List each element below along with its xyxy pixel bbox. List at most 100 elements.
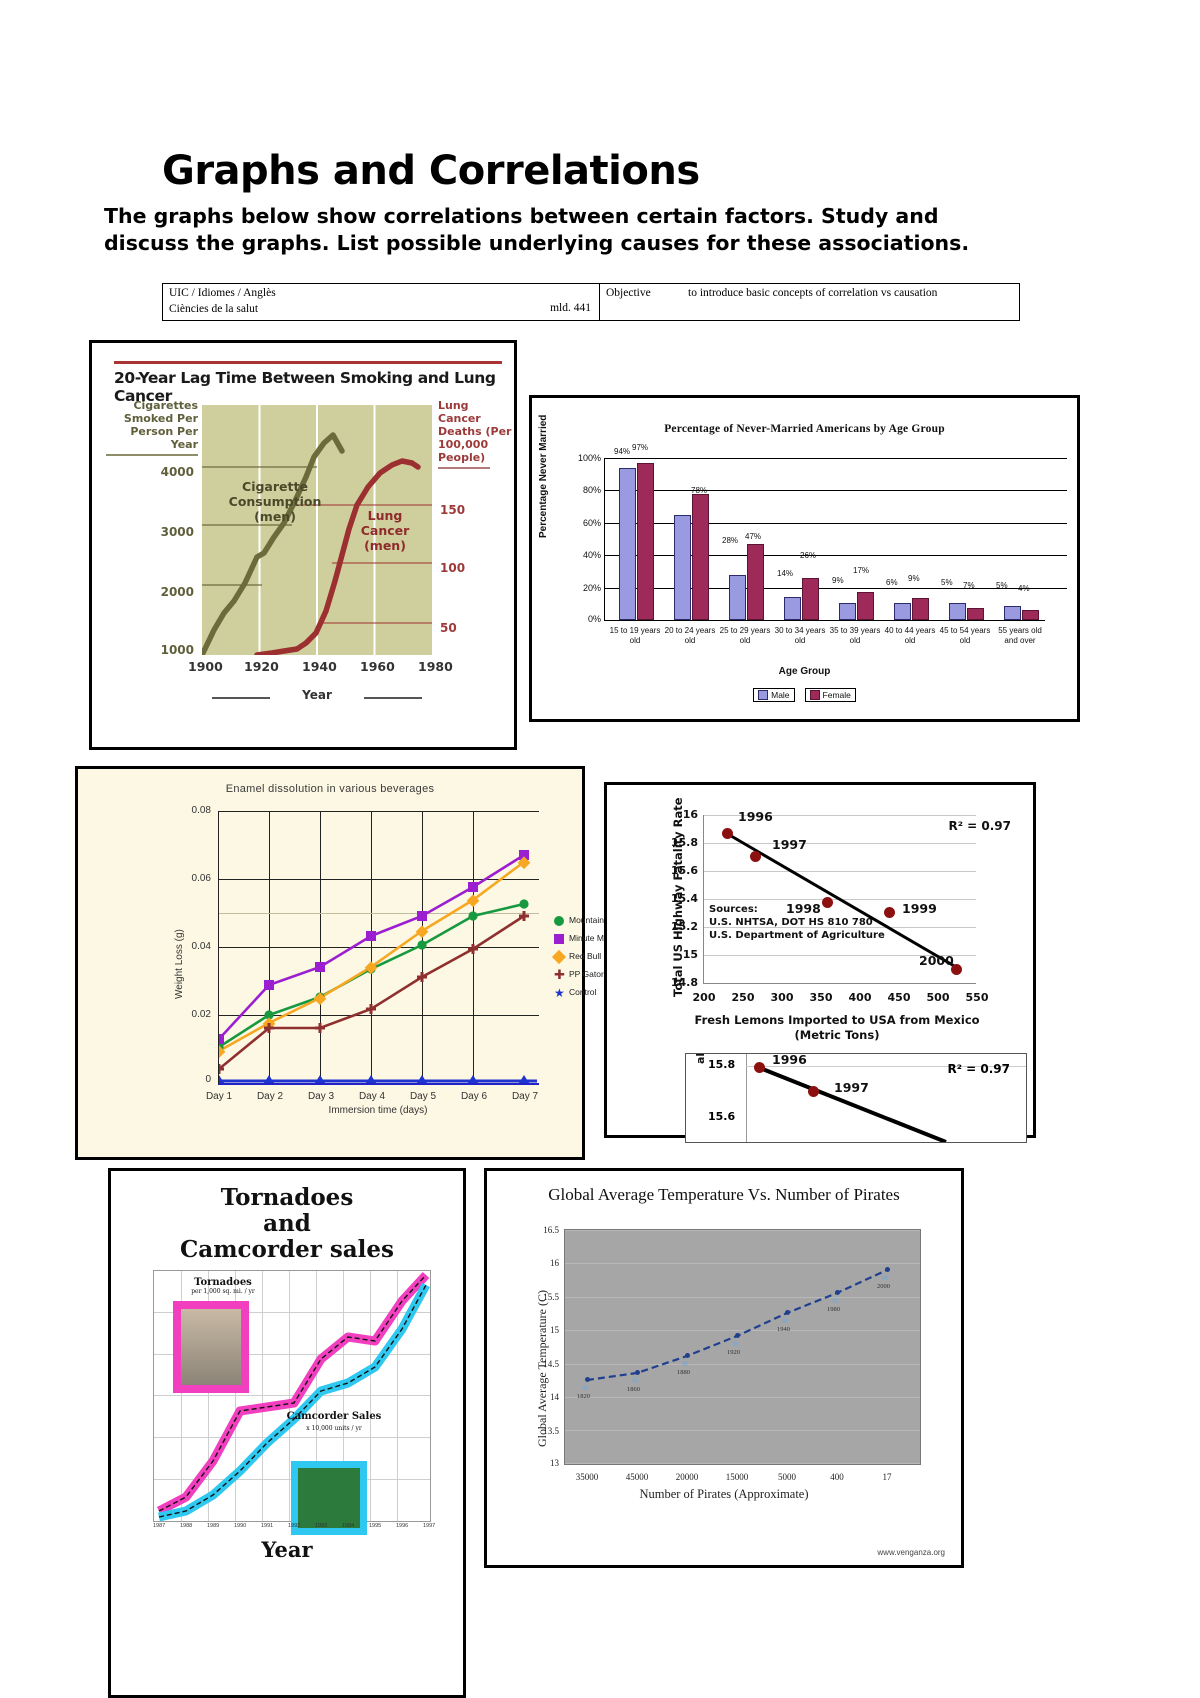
- legend-marker-cross-icon: ✚: [554, 967, 565, 982]
- skull-icon: ☠: [831, 1295, 840, 1305]
- point-label: 2000: [877, 1283, 890, 1290]
- x-axis-title: Immersion time (days): [328, 1105, 428, 1116]
- x-tick: 1991: [261, 1523, 274, 1529]
- source-credit: www.venganza.org: [877, 1548, 945, 1557]
- plot-area: 16.5 16 15.5 15 14.5 14 13.5 13 ☠ ☠ ☠ ☠ …: [543, 1225, 921, 1482]
- y-tick: 80%: [582, 485, 601, 495]
- x-tick: 15 to 19 years old: [609, 626, 661, 645]
- y-axis-title: Weight Loss (g): [174, 929, 185, 999]
- legend-item-female: Female: [804, 688, 856, 702]
- x-tick: 40 to 44 years old: [884, 626, 936, 645]
- meta-code: mld. 441: [550, 302, 591, 314]
- bar-value-male: 94%: [614, 447, 631, 456]
- plot-area: [202, 405, 432, 655]
- skull-icon: ☠: [681, 1358, 690, 1368]
- y-tick: 40%: [582, 550, 601, 560]
- x-tick: 45000: [625, 1472, 649, 1482]
- meta-subject: Ciències de la salut: [169, 303, 259, 315]
- y-axis-title: Percentage Never Married: [538, 414, 549, 538]
- photo-camcorder-man: [291, 1461, 367, 1535]
- y-tick: 15: [682, 948, 698, 961]
- bar-value-male: 5%: [941, 578, 953, 587]
- y-axis-title: Global Average Temperature (C): [535, 1290, 549, 1447]
- chart-lemons-fatality: 16 15.8 15.6 15.4 15.2 15 14.8 1996 1997…: [604, 782, 1036, 1143]
- point-label: 1820: [577, 1393, 590, 1400]
- sources-note: Sources: U.S. NHTSA, DOT HS 810 780 U.S.…: [709, 903, 885, 942]
- x-tick: 1996: [396, 1523, 409, 1529]
- bar-female: [691, 494, 709, 620]
- legend-label: Mountain Dew: [569, 915, 624, 925]
- y-left-tick: 3000: [160, 525, 194, 539]
- data-point-1880: [685, 1353, 690, 1358]
- plot-area: 0.08 0.06 0.04 0.02 0 Da: [192, 805, 539, 1102]
- inset-point-label: 1996: [772, 1053, 807, 1067]
- bar-male: [893, 603, 911, 620]
- chart-title-line1: Tornadoes: [220, 1184, 354, 1211]
- bar-value-male: 9%: [832, 576, 844, 585]
- x-tick: 5000: [778, 1472, 796, 1482]
- x-axis-title: Age Group: [778, 666, 831, 677]
- x-tick: 55 years old and over: [998, 626, 1042, 645]
- legend-item: ★ Control: [554, 986, 674, 1000]
- bar-group: 28% 47%: [722, 458, 769, 620]
- bar-female: [911, 598, 929, 620]
- legend-item: ✚ PP Gatorade: [554, 967, 674, 982]
- x-tick: 200: [692, 991, 716, 1004]
- inset-y-tick: 15.6: [708, 1110, 736, 1123]
- chart-title: Tornadoes and Camcorder sales: [179, 1184, 395, 1263]
- chart-pirates-temperature: Global Average Temperature Vs. Number of…: [484, 1168, 964, 1568]
- legend-marker-star-icon: ★: [554, 986, 565, 1000]
- x-tick: 1960: [360, 659, 395, 674]
- x-tick: 25 to 29 years old: [719, 626, 771, 645]
- y-tick: 15.8: [670, 836, 698, 849]
- point-label: 1996: [738, 809, 773, 824]
- trendline: [725, 831, 957, 969]
- x-tick: 35 to 39 years old: [829, 626, 881, 645]
- y-axis-title: Total US Highway Fatality Rate: [671, 797, 685, 997]
- r-squared-label: R² = 0.97: [948, 819, 1011, 833]
- bar-male: [618, 468, 636, 620]
- bar-female: [746, 544, 764, 620]
- skull-icon: ☠: [781, 1315, 790, 1325]
- sources-line: Sources:: [709, 904, 758, 915]
- inset-data-point-1996: [754, 1062, 765, 1073]
- x-tick: Day 6: [460, 1091, 488, 1102]
- y-tick: 15: [550, 1325, 559, 1335]
- y-tick: 13.5: [543, 1426, 559, 1436]
- y-left-tick: 4000: [160, 465, 194, 479]
- x-tick: 20000: [675, 1472, 699, 1482]
- series-label-units: x 10,000 units / yr: [306, 1425, 362, 1432]
- x-tick: 1989: [207, 1523, 220, 1529]
- y-tick: 0%: [587, 614, 601, 624]
- x-tick: 500: [926, 991, 950, 1004]
- inset-data-point-1997: [808, 1086, 819, 1097]
- x-tick: 1990: [234, 1523, 247, 1529]
- y-tick: 14: [550, 1392, 559, 1402]
- inset-trendline: [759, 1066, 947, 1142]
- bar-value-female: 26%: [800, 551, 817, 560]
- chart-smoking-lung-cancer: 20-Year Lag Time Between Smoking and Lun…: [89, 340, 517, 750]
- x-tick: 1997: [423, 1523, 436, 1529]
- legend-item: Red Bull: [551, 949, 674, 965]
- bar-value-female: 97%: [632, 443, 649, 452]
- bar-female: [636, 463, 654, 620]
- bar-value-female: 9%: [908, 574, 920, 583]
- point-label: 1998: [786, 901, 821, 916]
- y-tick: 15.2: [670, 920, 698, 933]
- y-tick: 15.4: [670, 892, 698, 905]
- bar-value-male: 14%: [777, 569, 794, 578]
- inset-y-axis-title: ality Rate: [694, 1054, 707, 1064]
- bar-value-female: 17%: [853, 566, 870, 575]
- bar-group: 6% 9%: [886, 458, 934, 620]
- y-tick: 0.06: [191, 873, 211, 884]
- bar-group: 5% 4%: [996, 458, 1044, 620]
- bar-female: [966, 608, 984, 620]
- series-lines: [219, 850, 537, 1083]
- page-intro-text: The graphs below show correlations betwe…: [104, 204, 970, 255]
- chart-tornadoes-camcorders: Tornadoes and Camcorder sales Tornadoes pe…: [108, 1168, 466, 1698]
- chart-inset-duplicate: ality Rate 15.8 15.6 1996 1997 R² = 0.97: [685, 1053, 1027, 1143]
- y-tick: 0.04: [191, 941, 211, 952]
- x-tick: 1992: [288, 1523, 301, 1529]
- bar-value-female: 4%: [1018, 584, 1030, 593]
